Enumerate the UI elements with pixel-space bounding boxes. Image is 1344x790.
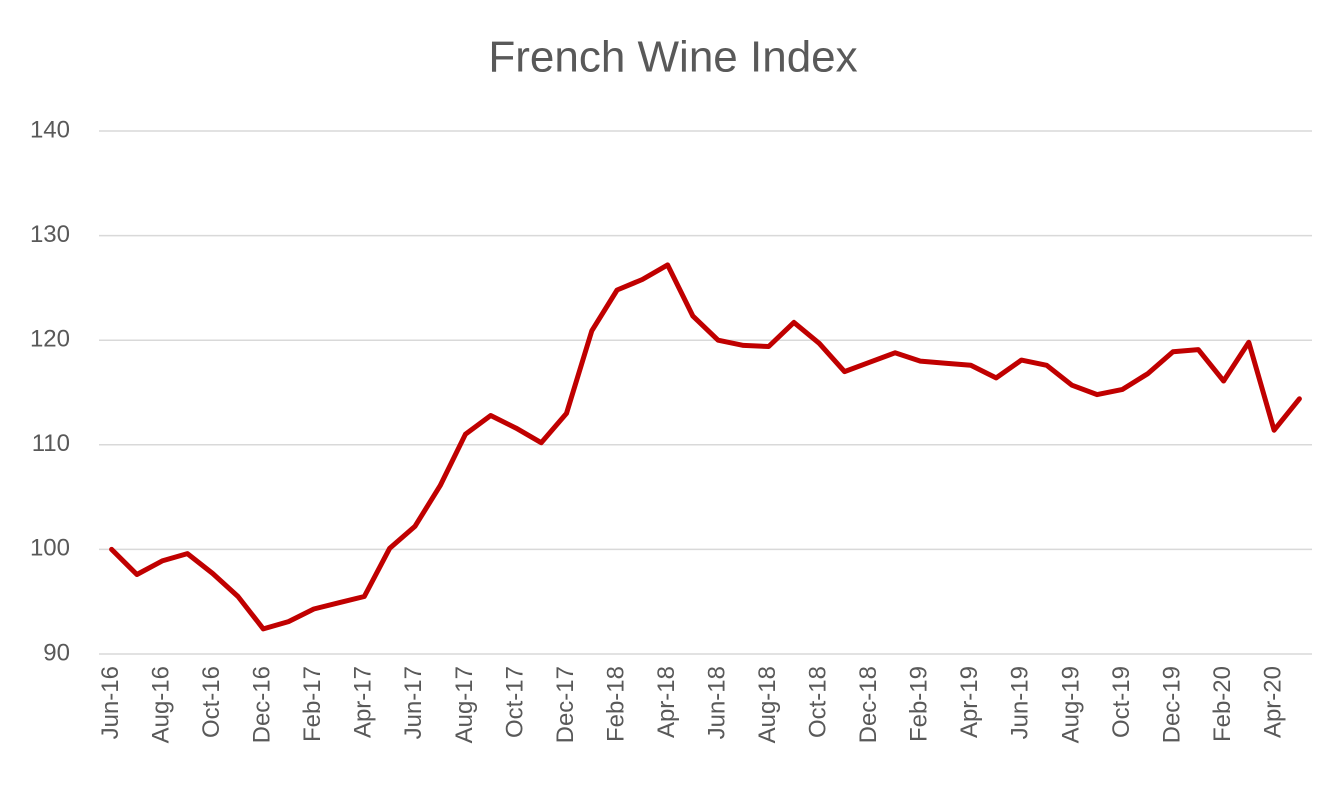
x-tick-label: Aug-17 [451,666,478,743]
x-tick-label: Aug-16 [148,666,175,743]
x-tick-label: Oct-18 [805,666,832,738]
chart-title: French Wine Index [488,33,857,82]
x-tick-label: Jun-16 [97,666,124,739]
x-tick-label: Aug-19 [1057,666,1084,743]
x-tick-label: Dec-17 [552,666,579,743]
x-tick-label: Feb-19 [906,666,933,742]
x-tick-label: Aug-18 [754,666,781,743]
x-tick-label: Dec-16 [249,666,276,743]
x-tick-label: Feb-18 [602,666,629,742]
y-tick-label: 140 [30,116,70,143]
y-tick-label: 110 [32,430,70,457]
x-tick-label: Oct-17 [501,666,528,738]
x-tick-label: Apr-20 [1259,666,1286,738]
y-tick-label: 130 [30,221,70,248]
x-tick-label: Apr-19 [956,666,983,738]
y-tick-label: 100 [30,535,70,562]
x-tick-label: Apr-18 [653,666,680,738]
x-tick-label: Jun-17 [400,666,427,739]
y-tick-label: 90 [43,639,70,666]
x-tick-label: Dec-19 [1158,666,1185,743]
x-tick-label: Jun-19 [1007,666,1034,739]
x-tick-label: Jun-18 [703,666,730,739]
data-line [109,262,1302,632]
x-tick-label: Apr-17 [350,666,377,738]
x-tick-label: Oct-19 [1108,666,1135,738]
x-tick-label: Feb-17 [299,666,326,742]
x-tick-label: Feb-20 [1209,666,1236,742]
y-tick-label: 120 [30,326,70,353]
x-tick-label: Oct-16 [198,666,225,738]
x-tick-label: Dec-18 [855,666,882,743]
